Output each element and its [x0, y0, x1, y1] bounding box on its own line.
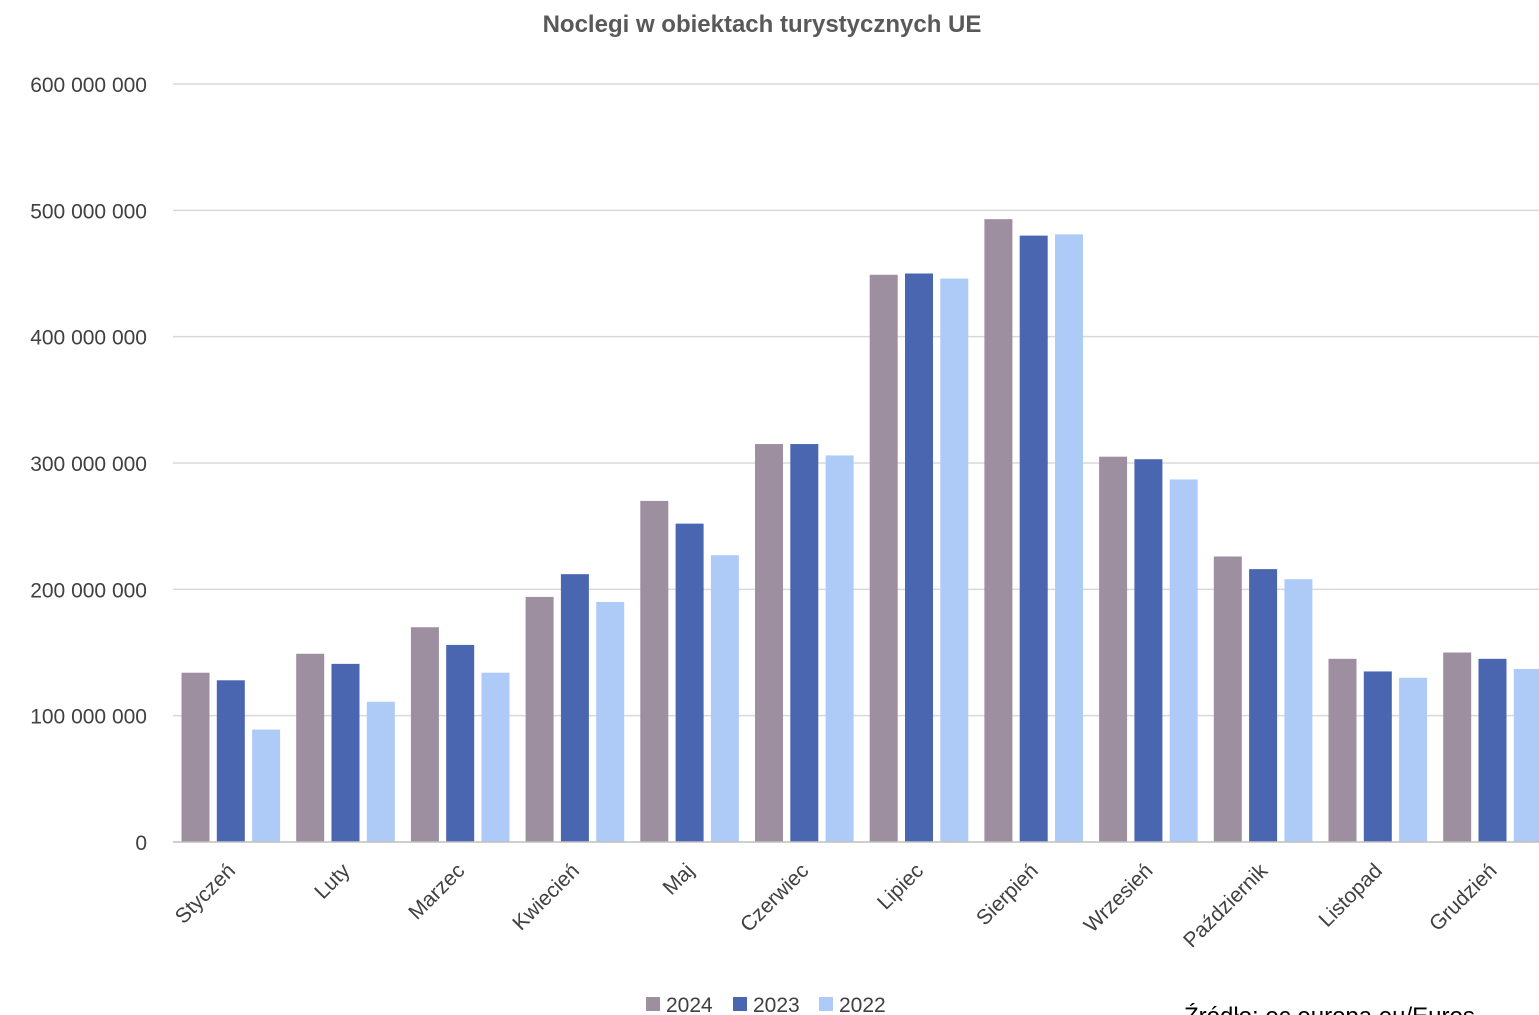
- bar-2023-Czerwiec: [790, 444, 819, 842]
- x-tick-label: Wrzesień: [1080, 859, 1158, 937]
- bar-2022-Wrzesień: [1169, 479, 1198, 842]
- y-tick-label: 200 000 000: [30, 579, 147, 602]
- bar-2022-Czerwiec: [825, 455, 854, 842]
- bar-2022-Styczeń: [252, 729, 281, 842]
- bar-2024-Sierpień: [984, 219, 1013, 843]
- bar-2023-Listopad: [1363, 671, 1392, 842]
- bar-2024-Październik: [1213, 556, 1242, 842]
- bar-2022-Grudzień: [1513, 668, 1539, 842]
- bar-2023-Lipiec: [905, 273, 933, 842]
- legend-swatch-2022: [819, 997, 833, 1011]
- x-tick-label: Czerwiec: [736, 859, 813, 936]
- legend-label-2024: 2024: [666, 994, 713, 1015]
- bar-2024-Marzec: [410, 627, 439, 842]
- bar-2023-Styczeń: [216, 680, 245, 842]
- legend: 2024 2023 2022: [646, 994, 886, 1015]
- bar-2024-Lipiec: [869, 274, 898, 843]
- x-tick-label: Maj: [658, 859, 698, 899]
- x-tick-label: Sierpień: [972, 859, 1043, 930]
- x-axis-ticks: Styczeń Luty Marzec Kwiecień Maj Czerwiec Lipi…: [171, 859, 1502, 952]
- x-tick-label: Październik: [1179, 859, 1272, 952]
- bar-2023-Sierpień: [1019, 235, 1048, 843]
- bar-2023-Grudzień: [1478, 658, 1507, 842]
- chart-title: Noclegi w obiektach turystycznych UE: [543, 11, 982, 38]
- y-axis-ticks: 0 100 000 000 200 000 000 300 000 000 400 00…: [30, 74, 147, 855]
- bar-2022-Sierpień: [1055, 234, 1083, 842]
- bar-2024-Kwiecień: [525, 596, 554, 842]
- bar-2022-Luty: [366, 701, 395, 842]
- source-note: Źródło: ec.europa.eu/Euros: [1184, 1003, 1475, 1015]
- legend-swatch-2023: [733, 997, 747, 1011]
- x-tick-label: Styczeń: [171, 859, 240, 928]
- legend-label-2022: 2022: [839, 994, 886, 1015]
- x-tick-label: Kwiecień: [508, 859, 584, 935]
- bar-2024-Wrzesień: [1099, 456, 1128, 842]
- bar-2023-Maj: [675, 523, 704, 842]
- bar-2022-Lipiec: [940, 278, 969, 842]
- x-tick-label: Listopad: [1314, 859, 1386, 931]
- y-tick-label: 0: [135, 832, 147, 855]
- y-tick-label: 500 000 000: [30, 200, 147, 223]
- y-tick-label: 600 000 000: [30, 74, 147, 97]
- bar-2023-Październik: [1249, 569, 1278, 842]
- bar-2023-Marzec: [446, 644, 475, 842]
- bar-2024-Grudzień: [1443, 652, 1472, 842]
- bar-2024-Luty: [296, 653, 325, 842]
- bar-2024-Czerwiec: [755, 444, 783, 842]
- bar-2024-Maj: [640, 500, 669, 842]
- bar-2024-Styczeń: [181, 672, 210, 842]
- bar-2024-Listopad: [1328, 658, 1357, 842]
- legend-swatch-2024: [646, 997, 660, 1011]
- x-tick-label: Grudzień: [1425, 859, 1502, 936]
- x-tick-label: Marzec: [404, 859, 469, 924]
- bar-2022-Październik: [1284, 579, 1313, 842]
- bars: [181, 219, 1539, 843]
- legend-label-2023: 2023: [753, 994, 800, 1015]
- bar-2022-Marzec: [481, 672, 510, 842]
- bar-2022-Listopad: [1399, 677, 1428, 842]
- gridlines: [173, 83, 1539, 717]
- bar-2023-Kwiecień: [560, 574, 589, 842]
- bar-2022-Kwiecień: [596, 601, 625, 842]
- y-tick-label: 400 000 000: [30, 327, 147, 350]
- bar-2023-Luty: [331, 663, 360, 842]
- y-tick-label: 100 000 000: [30, 706, 147, 729]
- y-tick-label: 300 000 000: [30, 453, 147, 476]
- x-tick-label: Luty: [310, 859, 355, 904]
- bar-2023-Wrzesień: [1134, 459, 1163, 842]
- x-tick-label: Lipiec: [873, 859, 928, 914]
- bar-2022-Maj: [710, 555, 739, 842]
